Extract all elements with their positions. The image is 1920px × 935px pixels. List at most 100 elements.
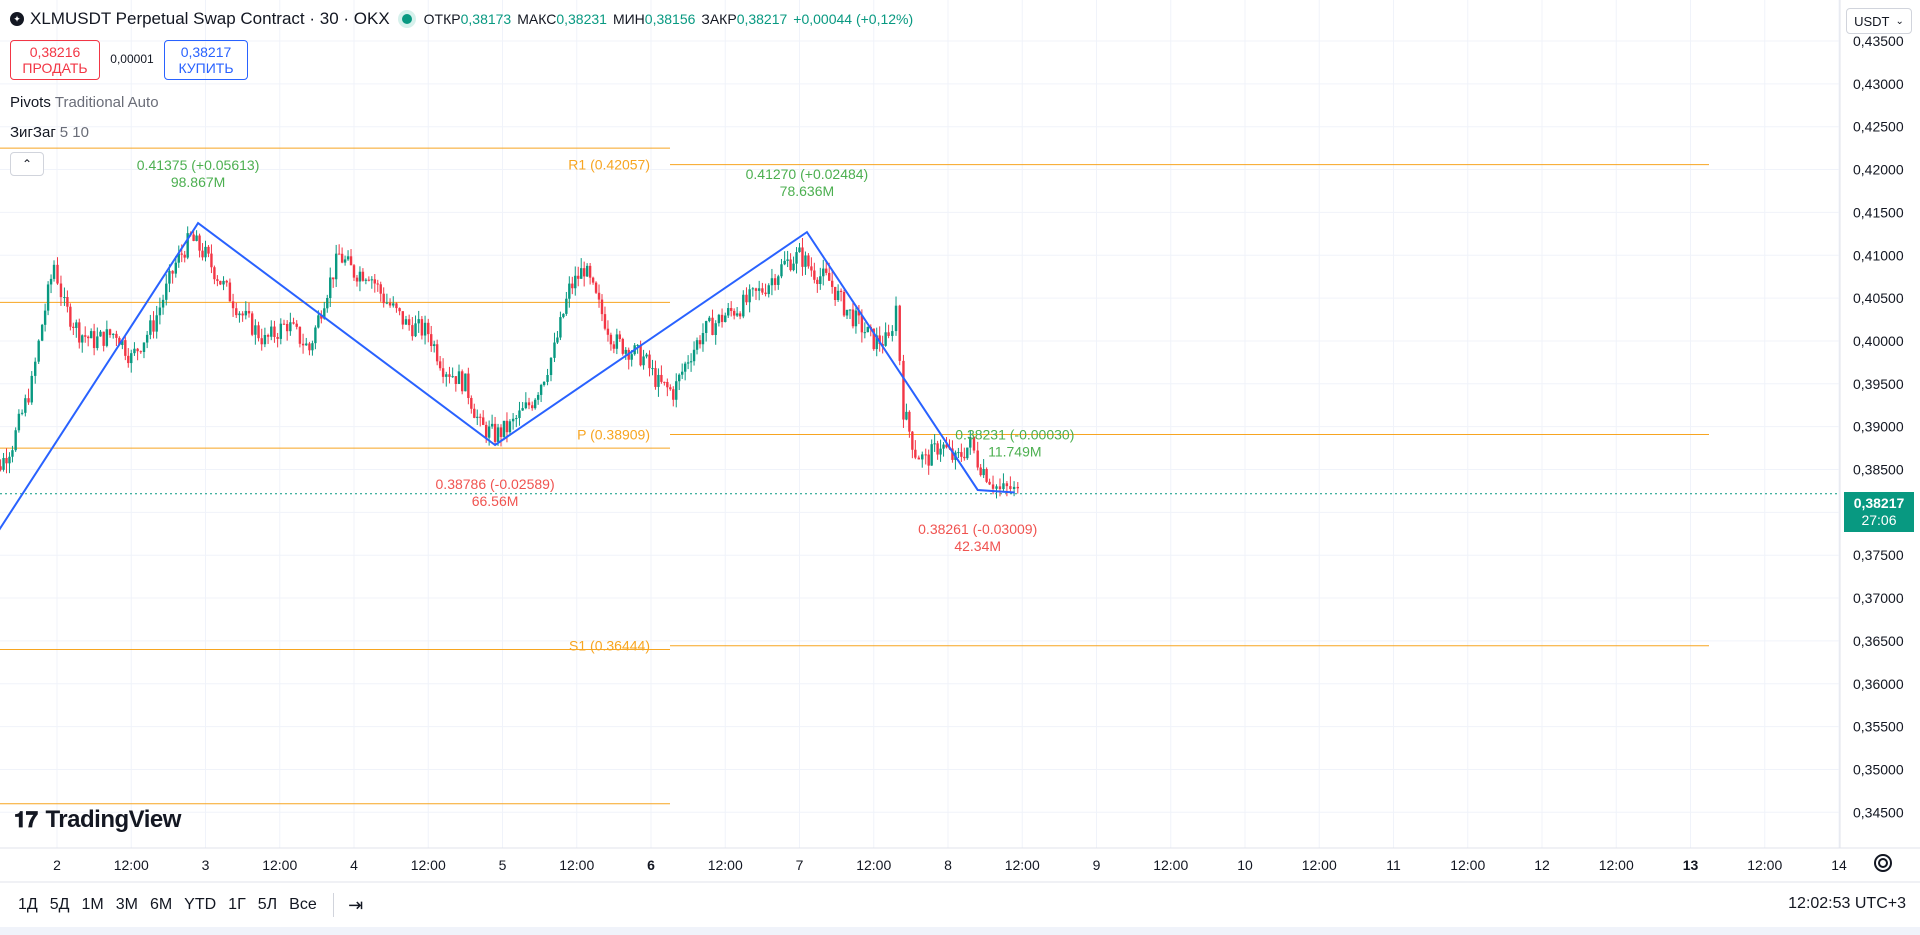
candle-body [748,289,751,303]
symbol-title[interactable]: XLMUSDT Perpetual Swap Contract · 30 · O… [30,9,390,28]
candle-body [430,334,433,347]
candle-body [195,235,198,241]
candle-body [115,333,118,338]
candle-body [476,416,479,418]
candle-body [663,381,666,383]
zigzag-pivot-volume: 78.636M [780,183,834,199]
candle-body [924,454,927,456]
candle-body [225,280,228,283]
candle-body [133,348,136,354]
candle-body [568,283,571,299]
price-tick-label: 0,35000 [1853,761,1904,777]
currency-label: USDT [1854,13,1890,29]
indicator-zigzag[interactable]: ЗигЗаг 5 10 [10,124,89,141]
candle-body [401,311,404,325]
tradingview-logo[interactable]: 𝟏𝟕 TradingView [14,806,181,834]
candle-body [349,256,353,266]
range-5d[interactable]: 5Д [49,896,70,913]
time-tick-label: 12:00 [1450,857,1485,873]
zigzag-name: ЗигЗаг [10,124,56,141]
range-1y[interactable]: 1Г [228,896,246,913]
pivots-args: Traditional Auto [54,94,159,111]
candle-body [742,294,745,317]
last-price-value: 0,38217 [1853,495,1905,511]
candle-body [145,334,149,343]
candle-body [833,286,837,300]
candle-body [1002,483,1005,490]
range-ytd[interactable]: YTD [184,896,217,913]
time-tick-label: 12:00 [1302,857,1337,873]
candle-body [842,291,846,316]
candle-body [911,431,914,450]
candle-body [917,457,920,460]
price-tick-label: 0,41000 [1853,247,1904,263]
candle-body [795,252,798,264]
high-value: 0,38231 [556,11,607,27]
candle-body [786,259,789,261]
candle-body [816,279,819,285]
candle-body [982,469,985,476]
candle-body [108,329,112,335]
time-tick-label: 12:00 [559,857,594,873]
candle-body [86,336,90,339]
range-5y[interactable]: 5Л [257,896,278,913]
collapse-legend-button[interactable]: ⌃ [10,152,44,176]
candle-body [692,349,696,362]
candle-body [556,337,559,343]
candle-body [445,374,448,377]
candle-body [46,284,50,311]
range-1m[interactable]: 1М [81,896,104,913]
candle-body [830,280,834,287]
candle-body [373,279,376,284]
candle-body [370,279,374,281]
time-tick-label: 12:00 [411,857,446,873]
candle-body [219,280,222,285]
candle-body [329,277,332,298]
time-tick-label: 12:00 [1005,857,1040,873]
date-range-icon[interactable]: ⇥ [348,894,364,915]
buy-button[interactable]: 0,38217 КУПИТЬ [164,40,248,80]
candle-body [945,444,948,448]
candle-body [565,298,568,314]
time-tick-label: 12:00 [708,857,743,873]
candle-body [666,381,669,388]
candle-body [508,421,512,433]
price-tick-label: 0,40500 [1853,290,1904,306]
candle-body [30,375,33,403]
candle-body [804,255,807,267]
range-6m[interactable]: 6М [149,896,173,913]
range-all[interactable]: Все [289,896,317,913]
time-tick-label: 6 [647,857,655,873]
candle-body [585,265,589,277]
currency-selector[interactable]: USDT ⌄ [1846,8,1912,34]
candle-body [527,402,531,406]
candle-body [499,427,503,437]
candle-body [2,457,5,470]
candle-body [0,466,2,470]
low-label: МИН [612,11,645,27]
toolbar-divider [332,893,334,917]
candle-body [467,373,470,398]
indicator-pivots[interactable]: Pivots Traditional Auto [10,94,159,111]
candle-body [311,343,314,351]
candle-body [398,308,401,312]
candle-body [158,307,162,316]
sell-button[interactable]: 0,38216 ПРОДАТЬ [10,40,100,80]
candle-body [801,247,804,267]
candle-body [244,310,248,316]
range-1d[interactable]: 1Д [18,896,38,913]
buy-price: 0,38217 [180,44,232,60]
candle-body [680,371,684,375]
candle-body [216,279,219,281]
candle-body [56,264,59,284]
time-tick-label: 2 [53,857,61,873]
range-3m[interactable]: 3М [115,896,138,913]
clock[interactable]: 12:02:53 UTC+3 [1788,895,1906,912]
time-tick-label: 3 [202,857,210,873]
candle-body [308,343,311,351]
candle-body [1009,486,1012,490]
candle-body [250,313,254,335]
candle-body [254,325,257,335]
axis-settings-icon[interactable] [1874,854,1892,872]
